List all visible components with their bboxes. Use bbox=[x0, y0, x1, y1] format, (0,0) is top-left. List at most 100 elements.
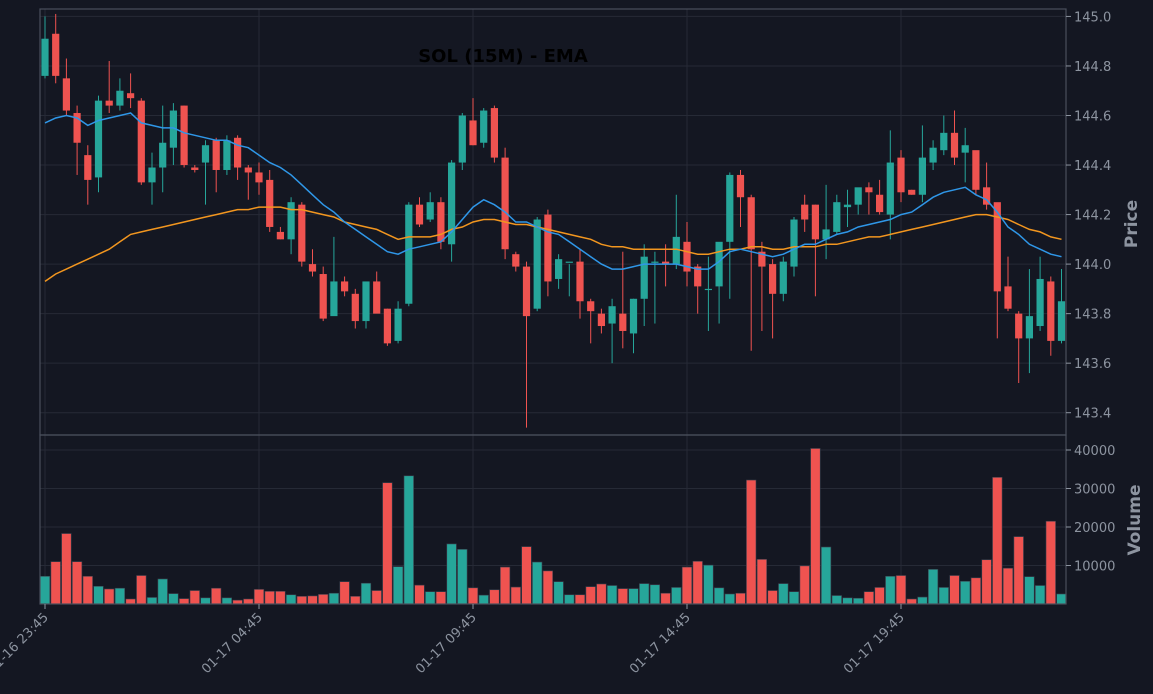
candle-body bbox=[929, 147, 937, 163]
candle-body bbox=[180, 105, 188, 166]
volume-bar bbox=[318, 594, 329, 605]
candle-body bbox=[758, 251, 766, 267]
volume-bar bbox=[360, 582, 372, 605]
candle-body bbox=[608, 306, 616, 324]
candle-body bbox=[801, 204, 809, 220]
volume-bar bbox=[617, 588, 628, 605]
candle-body bbox=[415, 204, 424, 225]
volume-bar bbox=[104, 588, 115, 605]
volume-bar bbox=[457, 549, 468, 605]
candle-body bbox=[341, 281, 349, 292]
candle-body bbox=[747, 197, 755, 250]
volume-panel-frame bbox=[39, 434, 1067, 605]
candle-body bbox=[940, 132, 948, 151]
candle-series bbox=[41, 13, 1066, 428]
volume-bar bbox=[510, 586, 521, 605]
volume-bar bbox=[50, 561, 61, 605]
volume-bar bbox=[874, 587, 885, 605]
volume-bar bbox=[1002, 567, 1014, 605]
price-axis-label: Price bbox=[1122, 200, 1142, 248]
candle-body bbox=[811, 204, 819, 240]
candle-body bbox=[159, 142, 167, 168]
volume-bar bbox=[671, 587, 682, 605]
candle-body bbox=[201, 145, 210, 163]
candle-body bbox=[490, 108, 498, 158]
volume-bar bbox=[243, 598, 254, 605]
candle-body bbox=[694, 266, 702, 287]
ema-slow-line bbox=[44, 206, 1062, 283]
volume-bar bbox=[885, 575, 896, 605]
candle-body bbox=[308, 264, 317, 272]
volume-bar bbox=[446, 543, 457, 605]
candle-body bbox=[576, 261, 584, 302]
volume-bar bbox=[211, 587, 222, 605]
volume-bar bbox=[328, 592, 340, 605]
price-tick-label: 144.6 bbox=[1074, 110, 1111, 125]
volume-bar bbox=[831, 595, 842, 605]
volume-bar bbox=[927, 569, 939, 605]
candle-body bbox=[512, 254, 520, 267]
volume-bar bbox=[275, 590, 286, 605]
volume-bar bbox=[938, 587, 949, 605]
candle-body bbox=[137, 100, 145, 183]
candle-body bbox=[448, 162, 456, 245]
volume-bar bbox=[949, 575, 960, 605]
candle-body bbox=[62, 78, 70, 111]
volume-bar bbox=[895, 575, 907, 605]
volume-bar bbox=[906, 598, 917, 605]
candle-body bbox=[458, 115, 466, 163]
candle-body bbox=[94, 100, 103, 178]
candle-body bbox=[276, 231, 284, 240]
candle-body bbox=[437, 202, 445, 242]
volume-bar bbox=[521, 546, 532, 605]
candle-body bbox=[565, 261, 573, 263]
volume-bar bbox=[542, 570, 553, 605]
candle-body bbox=[1036, 278, 1044, 327]
volume-bar bbox=[39, 575, 51, 605]
volume-bar bbox=[382, 482, 393, 605]
candle-body bbox=[587, 301, 595, 312]
volume-bar bbox=[1024, 576, 1035, 605]
candle-body bbox=[287, 202, 295, 240]
price-tick-label: 144.0 bbox=[1074, 258, 1111, 273]
candle-body bbox=[84, 155, 92, 180]
candle-body bbox=[480, 110, 488, 143]
candle-body bbox=[405, 204, 413, 304]
volume-bar bbox=[863, 591, 874, 605]
volume-bar bbox=[285, 594, 297, 605]
candle-body bbox=[918, 157, 926, 195]
candle-body bbox=[544, 214, 552, 282]
volume-bar bbox=[820, 546, 832, 605]
volume-bar bbox=[585, 586, 596, 605]
candle-body bbox=[651, 261, 659, 263]
volume-bar bbox=[553, 581, 564, 605]
volume-bar bbox=[628, 588, 639, 605]
volume-axis-label: Volume bbox=[1125, 484, 1145, 555]
volume-bar bbox=[168, 593, 179, 605]
candle-body bbox=[533, 219, 541, 309]
volume-bar bbox=[392, 566, 404, 605]
volume-bar bbox=[371, 590, 382, 605]
volume-bar bbox=[692, 560, 703, 605]
candle-body bbox=[961, 145, 969, 153]
volume-bar bbox=[339, 581, 350, 605]
price-tick-label: 143.6 bbox=[1074, 357, 1111, 372]
candle-body bbox=[522, 266, 531, 317]
volume-bar bbox=[200, 597, 211, 605]
volume-bar bbox=[1045, 520, 1056, 605]
candle-body bbox=[1047, 281, 1055, 341]
price-tick-label: 145.0 bbox=[1074, 10, 1111, 25]
candle-body bbox=[426, 202, 434, 220]
volume-bar bbox=[136, 575, 147, 605]
candle-body bbox=[993, 202, 1001, 292]
candle-body bbox=[234, 137, 242, 168]
volume-bar bbox=[253, 589, 265, 605]
volume-tick-label: 10000 bbox=[1074, 560, 1115, 575]
volume-bar bbox=[93, 585, 104, 605]
volume-bar bbox=[125, 598, 136, 605]
volume-bar bbox=[735, 592, 746, 605]
candle-body bbox=[148, 167, 156, 183]
volume-bar bbox=[596, 583, 607, 605]
volume-bar bbox=[713, 587, 725, 605]
candle-body bbox=[779, 261, 787, 294]
